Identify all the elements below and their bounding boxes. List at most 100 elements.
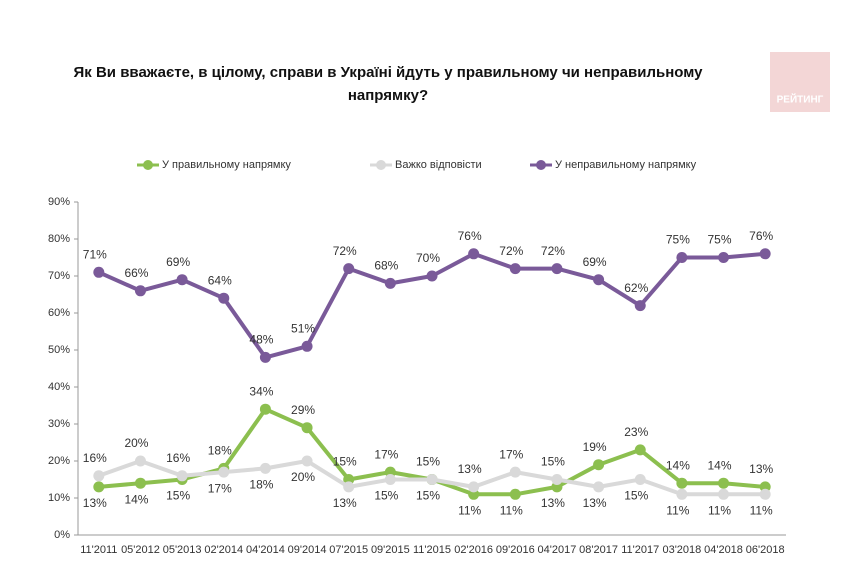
data-label: 23% bbox=[624, 425, 648, 439]
data-label: 17% bbox=[499, 447, 523, 461]
data-label: 48% bbox=[249, 333, 273, 347]
point bbox=[301, 422, 313, 434]
x-tick-label: 04'2014 bbox=[246, 544, 285, 556]
data-label: 11% bbox=[666, 503, 689, 517]
point bbox=[634, 300, 646, 312]
data-label: 15% bbox=[416, 455, 440, 469]
point bbox=[718, 488, 730, 500]
point bbox=[468, 481, 480, 493]
data-label: 15% bbox=[416, 489, 440, 503]
point bbox=[509, 263, 521, 275]
data-label: 15% bbox=[333, 455, 357, 469]
y-tick-label: 70% bbox=[48, 270, 70, 282]
data-label: 72% bbox=[541, 244, 565, 258]
data-label: 69% bbox=[583, 255, 607, 269]
point bbox=[384, 474, 396, 485]
data-label: 11% bbox=[458, 503, 481, 517]
data-label: 15% bbox=[624, 489, 648, 503]
data-label: 69% bbox=[166, 255, 190, 269]
point bbox=[468, 248, 480, 260]
point bbox=[676, 488, 688, 500]
data-label: 16% bbox=[166, 451, 190, 465]
x-tick-label: 05'2013 bbox=[163, 544, 202, 556]
legend-marker bbox=[143, 160, 153, 170]
legend-marker bbox=[376, 160, 386, 170]
point bbox=[93, 481, 105, 493]
data-label: 66% bbox=[124, 266, 148, 280]
point bbox=[176, 274, 188, 286]
data-label: 13% bbox=[458, 462, 482, 476]
point bbox=[259, 351, 271, 363]
point bbox=[593, 481, 605, 493]
point bbox=[134, 285, 146, 297]
data-label: 75% bbox=[708, 233, 732, 247]
point bbox=[384, 277, 396, 289]
x-tick-label: 11'2017 bbox=[621, 544, 659, 556]
point bbox=[593, 274, 605, 286]
logo-box bbox=[770, 52, 830, 112]
chart-title: напрямку? bbox=[348, 87, 428, 104]
point bbox=[426, 474, 438, 485]
data-label: 68% bbox=[374, 259, 398, 273]
x-tick-label: 08'2017 bbox=[579, 544, 618, 556]
point bbox=[718, 477, 730, 489]
point bbox=[259, 462, 271, 474]
x-tick-label: 04'2018 bbox=[704, 544, 743, 556]
data-label: 11% bbox=[500, 503, 523, 517]
point bbox=[676, 477, 688, 489]
y-tick-label: 20% bbox=[48, 455, 70, 467]
y-tick-label: 50% bbox=[48, 344, 70, 356]
data-label: 14% bbox=[708, 458, 732, 472]
x-tick-label: 11'2011 bbox=[80, 544, 117, 556]
point bbox=[634, 474, 646, 485]
data-label: 76% bbox=[749, 229, 773, 243]
data-label: 18% bbox=[249, 478, 273, 492]
series-line bbox=[98, 251, 766, 360]
data-label: 20% bbox=[291, 470, 315, 484]
data-label: 17% bbox=[208, 481, 232, 495]
point bbox=[218, 466, 230, 478]
data-label: 13% bbox=[83, 496, 107, 510]
data-label: 51% bbox=[291, 321, 315, 335]
x-tick-label: 09'2014 bbox=[288, 544, 327, 556]
data-label: 70% bbox=[416, 251, 440, 265]
y-tick-label: 30% bbox=[48, 418, 70, 430]
point bbox=[176, 470, 188, 482]
data-label: 34% bbox=[249, 384, 273, 398]
point bbox=[343, 263, 355, 275]
data-label: 13% bbox=[749, 462, 773, 476]
point bbox=[301, 340, 313, 352]
chart-title: Як Ви вважаєте, в цілому, справи в Украї… bbox=[74, 64, 704, 81]
data-label: 72% bbox=[333, 244, 357, 258]
data-label: 13% bbox=[541, 496, 565, 510]
y-tick-label: 0% bbox=[54, 529, 70, 541]
point bbox=[509, 466, 521, 478]
point bbox=[343, 481, 355, 493]
x-tick-label: 06'2018 bbox=[746, 544, 785, 556]
point bbox=[134, 455, 146, 467]
data-label: 64% bbox=[208, 273, 232, 287]
data-label: 11% bbox=[750, 503, 773, 517]
point bbox=[301, 455, 313, 467]
y-tick-label: 10% bbox=[48, 492, 70, 504]
point bbox=[551, 263, 563, 275]
legend-label: Важко відповісти bbox=[395, 159, 482, 171]
y-tick-label: 60% bbox=[48, 307, 70, 319]
point bbox=[218, 292, 230, 304]
point bbox=[93, 266, 105, 278]
data-label: 11% bbox=[708, 503, 731, 517]
x-tick-label: 03'2018 bbox=[662, 544, 701, 556]
point bbox=[593, 459, 605, 471]
y-tick-label: 90% bbox=[48, 196, 70, 208]
point bbox=[93, 470, 105, 482]
data-label: 29% bbox=[291, 403, 315, 417]
data-label: 71% bbox=[83, 247, 107, 261]
point bbox=[759, 248, 771, 260]
x-tick-label: 07'2015 bbox=[329, 544, 368, 556]
data-label: 13% bbox=[333, 496, 357, 510]
data-label: 20% bbox=[124, 436, 148, 450]
data-label: 76% bbox=[458, 229, 482, 243]
data-label: 19% bbox=[583, 440, 607, 454]
data-label: 16% bbox=[83, 451, 107, 465]
